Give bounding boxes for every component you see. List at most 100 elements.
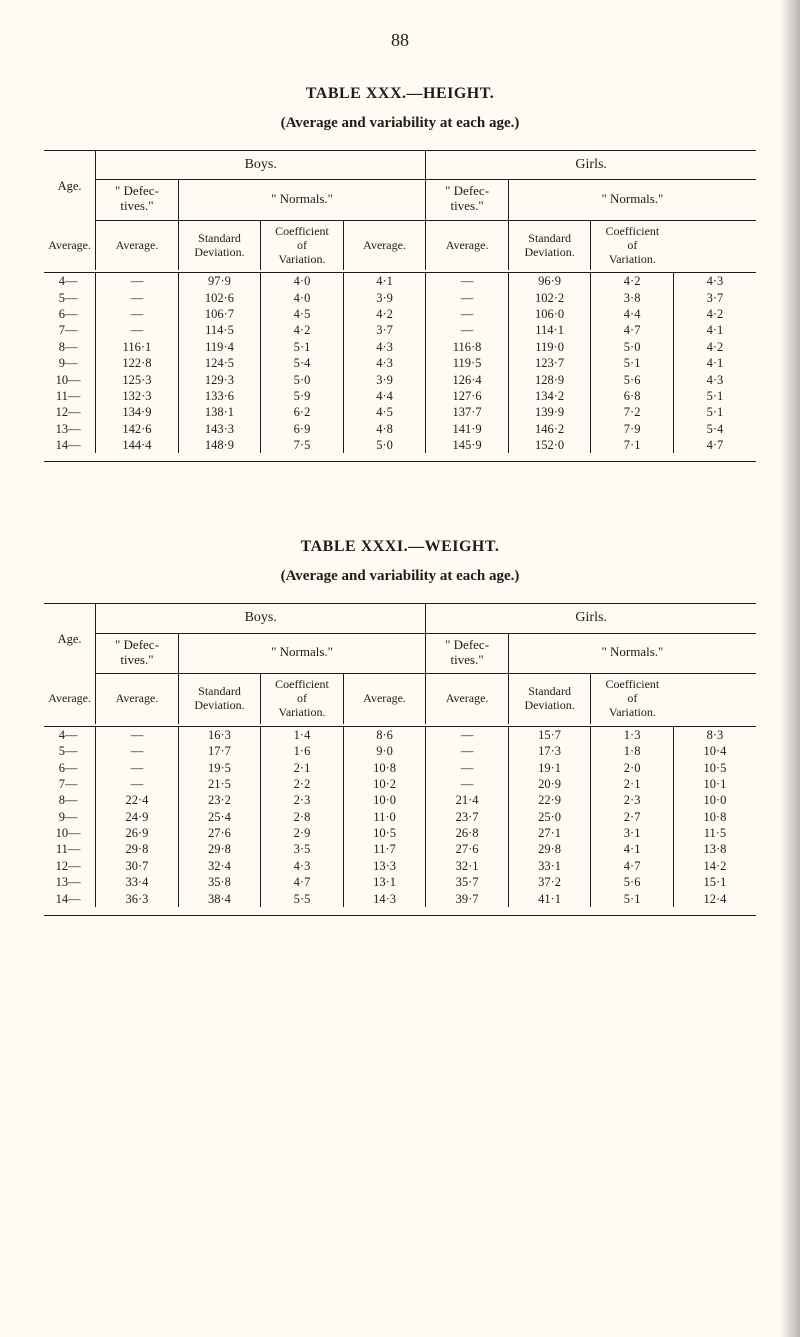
cell-value: 4·2 bbox=[673, 306, 756, 322]
table-row: 14—36·338·45·514·339·741·15·112·4 bbox=[44, 891, 756, 907]
cell-value: 5·0 bbox=[261, 372, 344, 388]
cell-value: 32·1 bbox=[426, 858, 509, 874]
cell-value: 36·3 bbox=[96, 891, 179, 907]
cell-value: 27·6 bbox=[426, 841, 509, 857]
cell-value: 4·2 bbox=[343, 306, 426, 322]
cell-value: 3·8 bbox=[591, 290, 674, 306]
cell-value: — bbox=[96, 743, 179, 759]
table-row: 9—122·8124·55·44·3119·5123·75·14·1 bbox=[44, 355, 756, 371]
cell-value: 30·7 bbox=[96, 858, 179, 874]
cell-value: 128·9 bbox=[508, 372, 591, 388]
cell-value: 119·0 bbox=[508, 339, 591, 355]
tables-container: TABLE XXX.—HEIGHT.(Average and variabili… bbox=[44, 85, 756, 918]
table-row: 6——106·74·54·2—106·04·44·2 bbox=[44, 306, 756, 322]
cell-value: 145·9 bbox=[426, 437, 509, 453]
cell-value: 4·8 bbox=[343, 421, 426, 437]
cell-value: 10·8 bbox=[673, 809, 756, 825]
cell-value: 14·2 bbox=[673, 858, 756, 874]
cell-value: 26·9 bbox=[96, 825, 179, 841]
hdr-boys: Boys. bbox=[96, 151, 426, 178]
col-header: Average. bbox=[426, 220, 509, 270]
col-header: StandardDeviation. bbox=[508, 674, 591, 724]
cell-value: 33·4 bbox=[96, 874, 179, 890]
col-header: CoefficientofVariation. bbox=[261, 220, 344, 270]
cell-value: 102·2 bbox=[508, 290, 591, 306]
cell-value: 139·9 bbox=[508, 404, 591, 420]
cell-age: 8— bbox=[44, 792, 96, 808]
col-header: StandardDeviation. bbox=[178, 674, 261, 724]
table-row: 8—116·1119·45·14·3116·8119·05·04·2 bbox=[44, 339, 756, 355]
cell-age: 7— bbox=[44, 322, 96, 338]
cell-value: 8·6 bbox=[343, 726, 426, 743]
cell-value: 27·1 bbox=[508, 825, 591, 841]
hdr-defectives: " Defec-tives." bbox=[96, 180, 179, 218]
cell-value: 124·5 bbox=[178, 355, 261, 371]
cell-value: 10·0 bbox=[673, 792, 756, 808]
cell-value: — bbox=[426, 776, 509, 792]
table-row: 4——97·94·04·1—96·94·24·3 bbox=[44, 273, 756, 290]
cell-value: 41·1 bbox=[508, 891, 591, 907]
col-header: Average. bbox=[426, 674, 509, 724]
col-header: Average. bbox=[343, 220, 426, 270]
cell-value: 13·3 bbox=[343, 858, 426, 874]
cell-value: 4·3 bbox=[343, 339, 426, 355]
cell-value: 12·4 bbox=[673, 891, 756, 907]
cell-value: 2·1 bbox=[591, 776, 674, 792]
cell-value: 3·9 bbox=[343, 290, 426, 306]
cell-value: 125·3 bbox=[96, 372, 179, 388]
cell-age: 11— bbox=[44, 841, 96, 857]
cell-age: 4— bbox=[44, 726, 96, 743]
cell-value: — bbox=[426, 760, 509, 776]
cell-value: 4·5 bbox=[261, 306, 344, 322]
cell-value: 1·8 bbox=[591, 743, 674, 759]
table-row: 13—142·6143·36·94·8141·9146·27·95·4 bbox=[44, 421, 756, 437]
cell-value: 7·5 bbox=[261, 437, 344, 453]
cell-value: 146·2 bbox=[508, 421, 591, 437]
cell-value: — bbox=[426, 322, 509, 338]
cell-value: 3·7 bbox=[673, 290, 756, 306]
cell-value: 119·4 bbox=[178, 339, 261, 355]
cell-value: — bbox=[426, 306, 509, 322]
cell-value: 9·0 bbox=[343, 743, 426, 759]
cell-value: 5·4 bbox=[261, 355, 344, 371]
cell-value: 15·1 bbox=[673, 874, 756, 890]
cell-age: 13— bbox=[44, 874, 96, 890]
cell-value: 7·2 bbox=[591, 404, 674, 420]
cell-value: 4·1 bbox=[673, 322, 756, 338]
cell-value: 132·3 bbox=[96, 388, 179, 404]
table-row: 10—125·3129·35·03·9126·4128·95·64·3 bbox=[44, 372, 756, 388]
cell-value: 4·2 bbox=[261, 322, 344, 338]
cell-value: 3·9 bbox=[343, 372, 426, 388]
cell-value: 106·0 bbox=[508, 306, 591, 322]
cell-value: 4·3 bbox=[261, 858, 344, 874]
table-row: 5——17·71·69·0—17·31·810·4 bbox=[44, 743, 756, 759]
cell-value: 142·6 bbox=[96, 421, 179, 437]
cell-value: 143·3 bbox=[178, 421, 261, 437]
cell-value: 5·0 bbox=[343, 437, 426, 453]
cell-value: 4·7 bbox=[591, 858, 674, 874]
cell-value: 13·1 bbox=[343, 874, 426, 890]
cell-age: 13— bbox=[44, 421, 96, 437]
table-row: 12—134·9138·16·24·5137·7139·97·25·1 bbox=[44, 404, 756, 420]
cell-value: 6·9 bbox=[261, 421, 344, 437]
col-header: CoefficientofVariation. bbox=[591, 220, 674, 270]
cell-value: 1·6 bbox=[261, 743, 344, 759]
cell-value: — bbox=[96, 760, 179, 776]
page-number: 88 bbox=[44, 30, 756, 51]
cell-value: 129·3 bbox=[178, 372, 261, 388]
cell-value: 4·4 bbox=[591, 306, 674, 322]
cell-value: 3·5 bbox=[261, 841, 344, 857]
cell-value: 6·8 bbox=[591, 388, 674, 404]
cell-value: 114·1 bbox=[508, 322, 591, 338]
hdr-defectives: " Defec-tives." bbox=[426, 180, 509, 218]
cell-value: 17·7 bbox=[178, 743, 261, 759]
table-row: 11—29·829·83·511·727·629·84·113·8 bbox=[44, 841, 756, 857]
cell-value: 10·5 bbox=[673, 760, 756, 776]
cell-value: 4·7 bbox=[261, 874, 344, 890]
cell-value: 133·6 bbox=[178, 388, 261, 404]
cell-value: 10·2 bbox=[343, 776, 426, 792]
col-header: CoefficientofVariation. bbox=[591, 674, 674, 724]
cell-value: 17·3 bbox=[508, 743, 591, 759]
cell-value: 2·9 bbox=[261, 825, 344, 841]
cell-value: 123·7 bbox=[508, 355, 591, 371]
